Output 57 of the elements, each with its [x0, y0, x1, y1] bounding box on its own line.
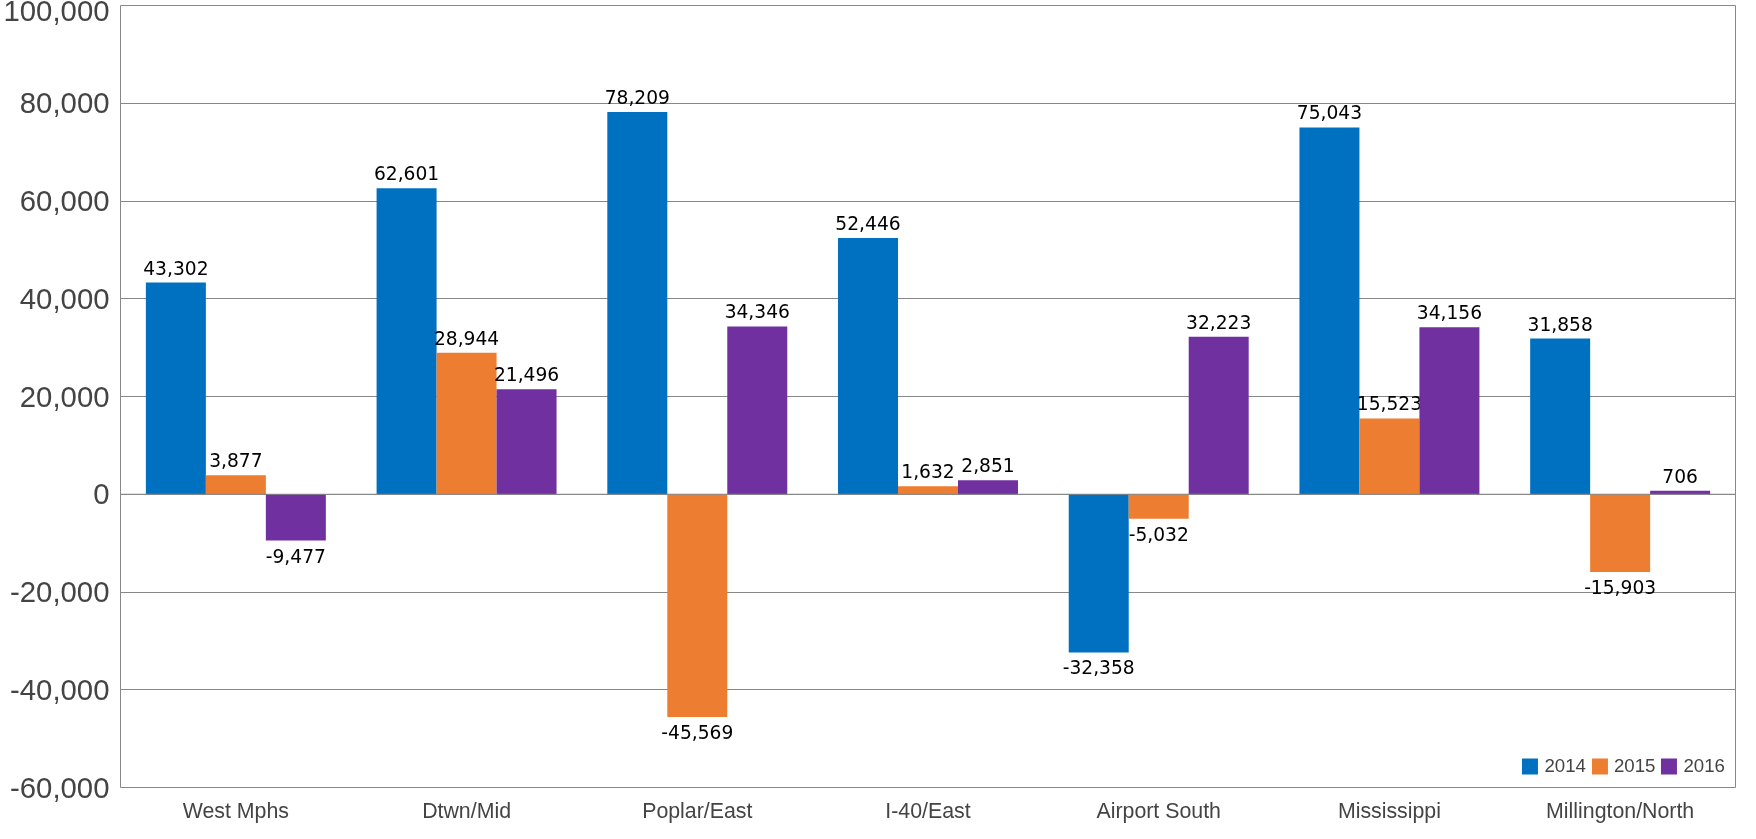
data-label: -15,903: [1584, 576, 1657, 598]
x-tick-label: Mississippi: [1337, 798, 1441, 823]
x-tick-label: Airport South: [1096, 798, 1221, 823]
bar: [436, 352, 497, 495]
bar: [898, 486, 958, 495]
bar: [1299, 127, 1360, 495]
y-tick-label: 80,000: [19, 86, 110, 120]
data-label: -5,032: [1128, 523, 1189, 545]
data-label: -9,477: [265, 545, 326, 567]
bar: [1359, 418, 1420, 495]
y-tick-label: -20,000: [10, 575, 110, 608]
bar: [1530, 338, 1591, 495]
bar: [265, 494, 326, 541]
data-label: 34,346: [724, 301, 790, 323]
bar: [496, 389, 557, 495]
data-label: 32,223: [1186, 311, 1252, 333]
bar: [667, 494, 728, 717]
bar: [1590, 494, 1651, 572]
x-tick-label: West Mphs: [182, 798, 289, 823]
data-label: 31,858: [1527, 313, 1593, 335]
bar: [205, 475, 266, 495]
data-label: 34,156: [1416, 302, 1483, 324]
y-tick-label: 0: [93, 477, 110, 511]
y-tick-label: 60,000: [19, 184, 110, 217]
x-tick-label: Dtwn/Mid: [422, 798, 512, 823]
bar: [1068, 494, 1129, 653]
bar: [1128, 494, 1189, 519]
data-label: 78,209: [604, 87, 670, 108]
x-tick-label: Millington/North: [1546, 798, 1695, 823]
data-label: -45,569: [661, 721, 734, 743]
bar: [376, 188, 437, 495]
bar: [607, 112, 668, 495]
legend-label: 2016: [1683, 755, 1725, 777]
data-label: 62,601: [373, 163, 440, 185]
data-label: -32,358: [1062, 657, 1135, 679]
bar: [838, 237, 899, 495]
legend-label: 2014: [1544, 755, 1586, 777]
data-label: 3,877: [209, 450, 263, 472]
y-tick-label: -40,000: [10, 672, 110, 706]
bar: [1419, 327, 1480, 495]
bar: [145, 282, 206, 495]
x-tick-label: I-40/East: [885, 798, 971, 823]
bar: [1188, 336, 1249, 495]
data-label: 52,446: [835, 212, 901, 234]
data-label: 2,851: [961, 455, 1015, 477]
x-tick-label: Poplar/East: [642, 798, 753, 823]
data-label: 706: [1662, 465, 1698, 487]
y-tick-label: -60,000: [10, 770, 110, 804]
data-label: 1,632: [901, 461, 955, 483]
y-tick-label: 100,000: [3, 0, 110, 27]
y-tick-label: 40,000: [19, 281, 110, 315]
y-tick-label: 20,000: [19, 379, 110, 413]
bar: [957, 480, 1018, 495]
legend-label: 2015: [1613, 755, 1656, 777]
bar: [727, 326, 788, 495]
data-label: 75,043: [1296, 102, 1363, 124]
data-label: 43,302: [143, 257, 209, 279]
